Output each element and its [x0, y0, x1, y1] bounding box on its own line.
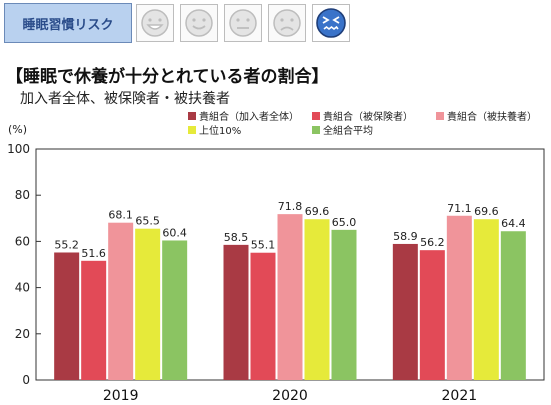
legend-label-4: 全組合平均 — [323, 126, 373, 137]
legend-label-2: 貴組合（被扶養者） — [447, 112, 537, 123]
legend-swatch-2 — [436, 111, 444, 120]
y-tick-label-1: 20 — [15, 327, 30, 341]
bar-2020-3 — [304, 219, 330, 380]
bar-2020-0 — [223, 244, 249, 380]
data-label-2019-2: 68.1 — [108, 209, 133, 222]
legend-swatch-3 — [188, 125, 196, 134]
legend-swatch-4 — [312, 125, 320, 134]
bar-2019-3 — [135, 228, 161, 380]
data-label-2020-2: 71.8 — [278, 200, 303, 213]
legend-item-3: 上位10% — [188, 122, 241, 137]
smile-face-icon — [180, 4, 218, 42]
legend-label-3: 上位10% — [199, 126, 242, 137]
legend-swatch-0 — [188, 111, 196, 120]
x-tick-label-1: 2020 — [272, 388, 308, 404]
y-axis-label: (%) — [8, 123, 27, 136]
x-tick-label-0: 2019 — [103, 388, 139, 404]
bar-2020-1 — [250, 252, 276, 380]
legend-item-2: 貴組合（被扶養者） — [436, 108, 537, 123]
distressed-face-icon — [312, 4, 350, 42]
data-label-2021-4: 64.4 — [501, 217, 526, 230]
y-tick-label-4: 80 — [15, 188, 30, 202]
bar-2020-4 — [331, 229, 357, 380]
chart-title: 【睡眠で休養が十分とれている者の割合】 — [6, 67, 329, 87]
data-label-2021-0: 58.9 — [393, 230, 418, 243]
data-label-2020-3: 69.6 — [305, 205, 330, 218]
legend-swatch-1 — [312, 111, 320, 120]
data-label-2019-4: 60.4 — [162, 226, 187, 239]
bar-2021-2 — [446, 215, 472, 380]
legend: 貴組合（加入者全体） 貴組合（被保険者） 貴組合（被扶養者） 上位10% 全組合… — [188, 108, 548, 144]
chart-subtitle: 加入者全体、被保険者・被扶養者 — [20, 91, 230, 107]
x-tick-label-2: 2021 — [442, 388, 478, 404]
sleep-risk-indicator: 睡眠習慣リスク — [4, 3, 364, 43]
data-label-2021-1: 56.2 — [420, 236, 445, 249]
legend-label-0: 貴組合（加入者全体） — [199, 112, 299, 123]
bar-2021-0 — [392, 243, 418, 380]
y-tick-label-3: 60 — [15, 234, 30, 248]
data-label-2019-3: 65.5 — [135, 215, 160, 228]
sad-face-icon — [268, 4, 306, 42]
data-label-2019-1: 51.6 — [81, 247, 106, 260]
risk-label: 睡眠習慣リスク — [4, 3, 132, 43]
data-label-2020-1: 55.1 — [251, 239, 276, 252]
data-label-2021-3: 69.6 — [474, 205, 499, 218]
legend-item-1: 貴組合（被保険者） — [312, 108, 413, 123]
legend-item-0: 貴組合（加入者全体） — [188, 108, 299, 123]
bar-2019-0 — [54, 252, 80, 380]
y-tick-label-5: 100 — [7, 142, 30, 156]
bar-2019-2 — [108, 222, 134, 380]
data-label-2020-0: 58.5 — [224, 231, 249, 244]
bar-2020-2 — [277, 214, 303, 380]
legend-item-4: 全組合平均 — [312, 122, 373, 137]
legend-label-1: 貴組合（被保険者） — [323, 112, 413, 123]
bar-2021-1 — [419, 250, 445, 380]
bar-2019-1 — [81, 260, 107, 380]
y-tick-label-0: 0 — [22, 373, 30, 387]
data-label-2021-2: 71.1 — [447, 202, 472, 215]
y-tick-label-2: 40 — [15, 281, 30, 295]
big-smile-face-icon — [136, 4, 174, 42]
data-label-2020-4: 65.0 — [332, 216, 357, 229]
bar-2019-4 — [162, 240, 188, 380]
bar-2021-3 — [473, 219, 499, 380]
data-label-2019-0: 55.2 — [54, 238, 79, 251]
neutral-face-icon — [224, 4, 262, 42]
bar-2021-4 — [500, 231, 526, 380]
